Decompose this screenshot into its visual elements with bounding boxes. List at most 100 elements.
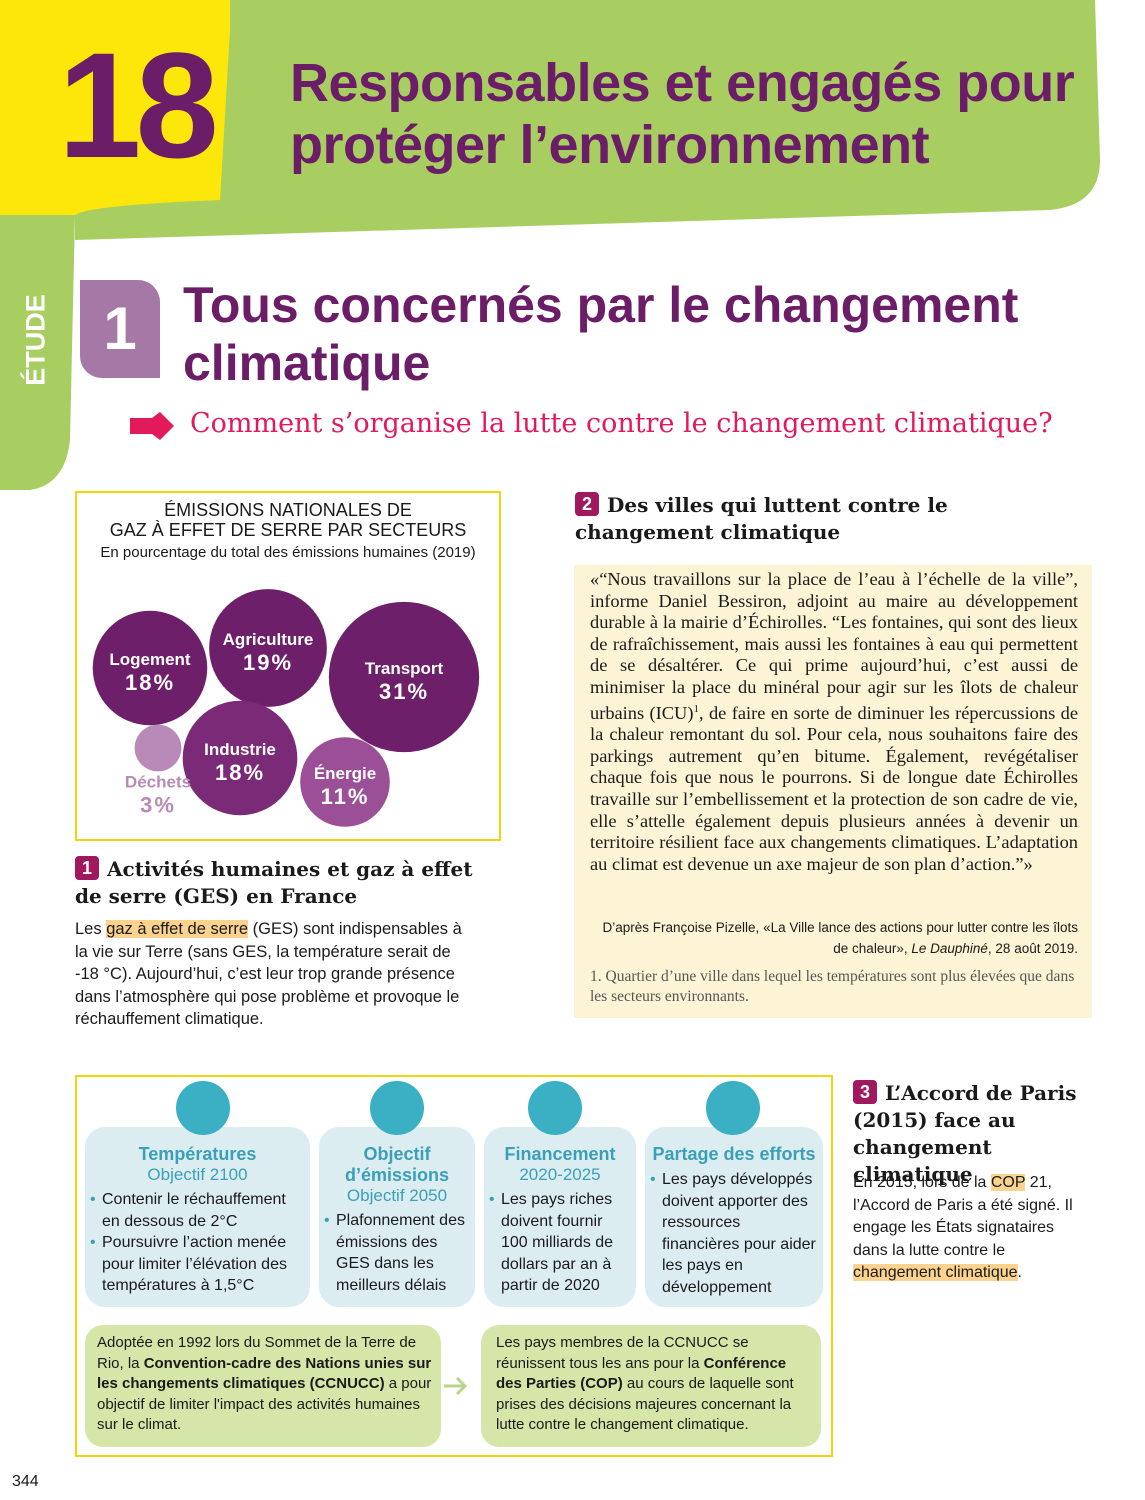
bubble-name: Déchets [125,772,191,791]
text: (GES) sont indispensables à la vie sur T… [75,920,462,1028]
bubble-label: 11% [321,784,370,809]
card-list: Les pays riches doivent fournir 100 mill… [487,1189,633,1297]
emphasis: gaz à effet de serre [106,920,249,938]
card-bullet: Poursuivre l’action menée pour limiter l… [90,1232,307,1297]
doc-badge: 1 [75,856,99,880]
chart-title-line: ÉMISSIONS NATIONALES DE [164,500,412,520]
bubble-name: Agriculture [223,630,314,649]
bubble-name: Transport [365,659,444,678]
study-question: Comment s’organise la lutte contre le ch… [190,408,1053,439]
bubble-label: 31% [379,679,429,704]
bubble-name: Énergie [314,764,376,783]
footnote: 1. Quartier d’une ville dans lequel les … [590,968,1075,1005]
chart-subtitle: En pourcentage du total des émissions hu… [100,544,476,561]
doc-title-text: Des villes qui luttent contre le changem… [575,493,948,544]
card-bullet: Plafonnement des émissions des GES dans … [324,1210,472,1296]
bubble [328,601,480,753]
card-title: Partage des efforts [652,1144,816,1164]
card-title: Objectif d’émissions [344,1144,450,1185]
card-list: Plafonnement des émissions des GES dans … [322,1210,472,1296]
card-subtitle: Objectif 2050 [346,1186,448,1205]
doc-text: Les gaz à effet de serre (GES) sont indi… [75,918,470,1031]
quote-text: «“Nous travaillons sur la place de l’eau… [590,569,1078,723]
card-subtitle: Objectif 2100 [147,1165,248,1184]
bubble-label: 18% [215,760,265,785]
card-list: Contenir le réchauffement en dessous de … [88,1189,307,1297]
bubble [300,737,390,827]
side-tab: ÉTUDE [6,280,66,400]
side-tab-text: ÉTUDE [20,294,51,386]
text: Adoptée en 1992 lors du Sommet de la Ter… [97,1334,417,1372]
doc-title-text: L’Accord de Paris (2015) face au changem… [853,1081,1077,1186]
bubble-name: Logement [109,650,191,669]
emphasis: Convention-cadre des Nations unies sur l… [97,1354,432,1393]
doc-title: 1 Activités humaines et gaz à effet de se… [75,856,485,910]
bubble-label: 19% [243,650,293,675]
chart-frame [75,491,501,841]
green-box [85,1325,441,1447]
chapter-number: 18 [58,21,219,189]
text: . [1017,1264,1022,1281]
chapter-title: Responsables et engagés pour protéger l’… [290,53,1075,175]
icon [528,1081,582,1135]
source: D’après Françoise Pizelle, «La Ville lan… [590,917,1079,959]
text: Les pays membres de la CCNUCC se réuniss… [496,1334,749,1372]
doc-title-text: Activités humaines et gaz à effet de ser… [75,857,473,908]
text: 21, l’Accord de Paris a été signé. Il en… [853,1174,1073,1259]
bubble-label: 18% [125,670,175,695]
green-box-text: Adoptée en 1992 lors du Sommet de la Ter… [97,1333,435,1436]
chart-title-line: GAZ À EFFET DE SERRE PAR SECTEURS [109,520,467,540]
doc-title: 2 Des villes qui luttent contre le change… [575,492,1090,546]
emphasis: Conférence des Parties (COP) [496,1354,787,1393]
bubble [182,700,298,816]
card-bullet: Contenir le réchauffement en dessous de … [90,1189,307,1232]
card-bullet: Les pays développés doivent apporter des… [650,1169,820,1298]
green-box-text: Les pays membres de la CCNUCC se réuniss… [496,1333,816,1436]
card-title: Températures [138,1144,257,1164]
text: Les [75,920,107,938]
icon [176,1081,230,1135]
bubble-name: Industrie [204,740,276,759]
chart-title: ÉMISSIONS NATIONALES DE GAZ À EFFET DE S… [76,500,500,540]
doc-title: 3 L’Accord de Paris (2015) face au change… [853,1080,1098,1188]
quote-text: , de faire en sorte de diminuer les répe… [590,702,1078,874]
text: a pour objectif de limiter l'impact des … [97,1375,432,1433]
bubble-label: 3% [140,792,176,817]
doc-badge: 2 [575,492,599,516]
page-number: 344 [12,1473,39,1490]
question-arrow [130,412,174,440]
emphasis: COP [990,1174,1026,1191]
header-yellow [0,0,230,215]
quote: «“Nous travaillons sur la place de l’eau… [590,569,1078,875]
doc-badge: 3 [853,1080,877,1104]
study-number: 1 [80,280,160,378]
doc-text: En 2015, lors de la COP 21, l’Accord de … [853,1172,1093,1285]
card-bullet: Les pays riches doivent fournir 100 mill… [489,1189,633,1297]
card: Partage des efforts Les pays développés d… [648,1144,820,1298]
bubble [134,724,182,772]
source-text: , 28 août 2019. [987,941,1078,956]
source-text: D’après Françoise Pizelle, «La Ville lan… [602,920,1079,956]
icon [706,1081,760,1135]
arrow [444,1376,468,1396]
header-band [75,0,1100,240]
green-box [481,1325,821,1447]
side-band [0,215,75,490]
bubble [92,610,208,726]
card-title: Financement [504,1144,616,1164]
card-subtitle: 2020-2025 [519,1165,601,1184]
text: En 2015, lors de la [853,1174,991,1191]
emphasis: changement climatique [853,1264,1018,1281]
text: au cours de laquelle sont prises des déc… [496,1375,794,1433]
card-list: Les pays développés doivent apporter des… [648,1169,820,1298]
note-ref: 1 [693,702,699,715]
study-title: Tous concernés par le changement climati… [183,277,1019,391]
icon [370,1081,424,1135]
doc3-frame [75,1075,833,1457]
